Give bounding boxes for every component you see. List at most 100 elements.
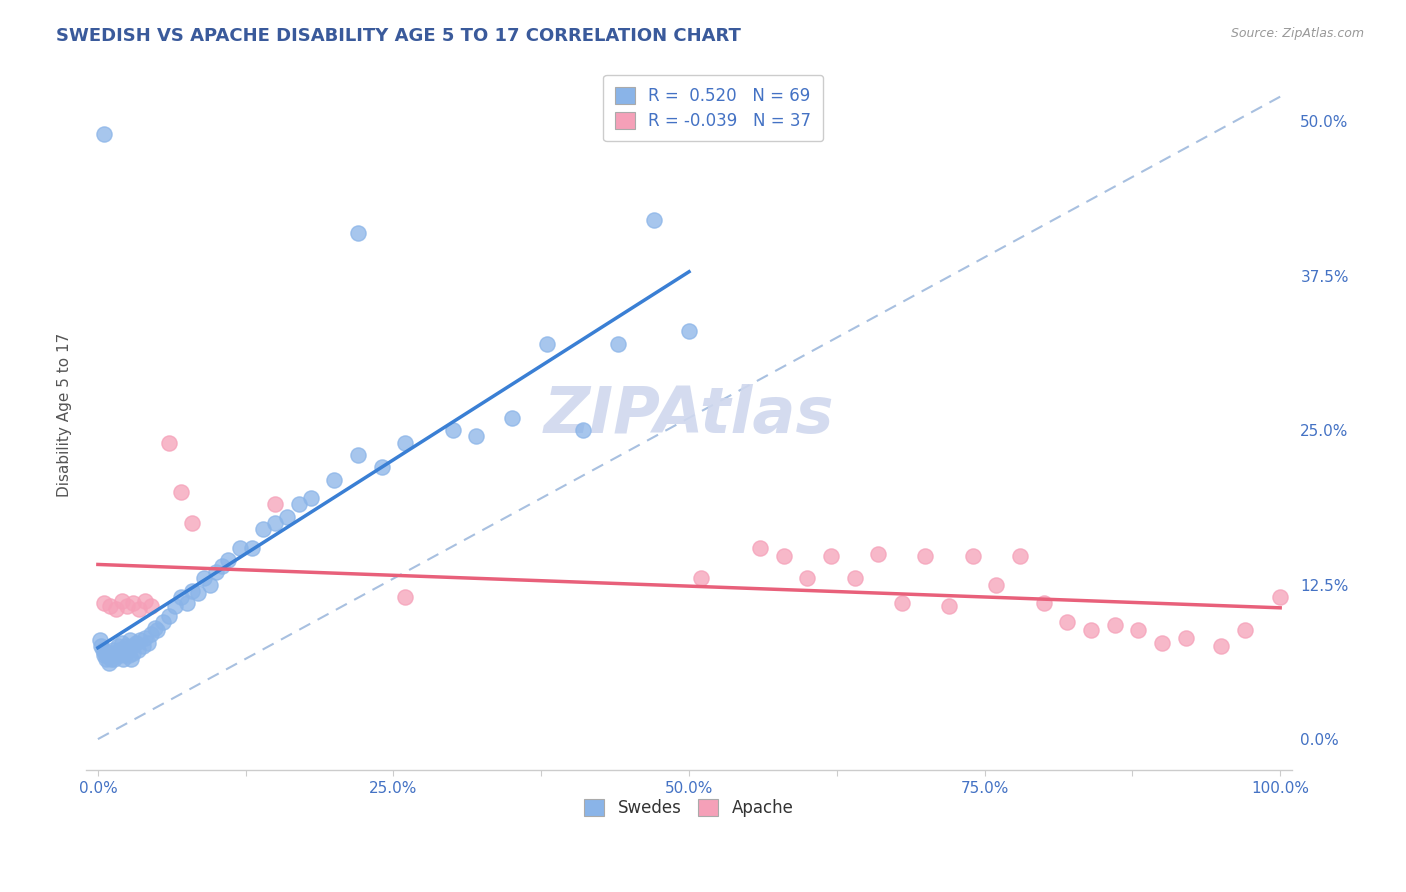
Point [103, 652, 125, 666]
Point [93, 596, 115, 610]
Point [1080, 624, 1102, 638]
Point [134, 631, 156, 645]
Point [127, 643, 149, 657]
Point [104, 602, 127, 616]
Point [122, 646, 145, 660]
Point [187, 586, 209, 600]
Point [136, 636, 159, 650]
Text: SWEDISH VS APACHE DISABILITY AGE 5 TO 17 CORRELATION CHART: SWEDISH VS APACHE DISABILITY AGE 5 TO 17… [56, 27, 741, 45]
Point [1150, 636, 1173, 650]
Point [169, 590, 191, 604]
Point [139, 599, 162, 613]
Point [1056, 615, 1078, 629]
Point [91, 643, 114, 657]
Point [107, 640, 129, 654]
Point [146, 624, 169, 638]
Point [689, 572, 711, 586]
Point [128, 602, 150, 616]
Point [299, 491, 322, 506]
Point [678, 325, 700, 339]
Point [111, 652, 134, 666]
Text: Source: ZipAtlas.com: Source: ZipAtlas.com [1230, 27, 1364, 40]
Point [120, 652, 142, 666]
Point [122, 596, 145, 610]
Point [536, 336, 558, 351]
Legend: Swedes, Apache: Swedes, Apache [576, 791, 801, 826]
Point [112, 646, 135, 660]
Point [96, 652, 118, 666]
Point [89, 633, 111, 648]
Point [323, 473, 346, 487]
Point [441, 423, 464, 437]
Point [276, 509, 298, 524]
Point [103, 643, 125, 657]
Point [90, 640, 112, 654]
Point [1174, 631, 1197, 645]
Point [97, 656, 120, 670]
Point [240, 541, 263, 555]
Point [938, 599, 960, 613]
Point [129, 633, 152, 648]
Point [1128, 624, 1150, 638]
Point [465, 429, 488, 443]
Point [643, 213, 665, 227]
Point [110, 636, 132, 650]
Point [181, 583, 204, 598]
Point [264, 516, 287, 530]
Point [370, 460, 392, 475]
Point [1010, 549, 1032, 564]
Point [347, 226, 370, 240]
Point [101, 648, 124, 662]
Point [93, 127, 115, 141]
Point [93, 648, 115, 662]
Point [94, 646, 117, 660]
Point [98, 646, 121, 660]
Point [288, 497, 311, 511]
Point [571, 423, 593, 437]
Point [844, 572, 866, 586]
Point [100, 652, 122, 666]
Point [607, 336, 630, 351]
Point [217, 553, 239, 567]
Point [1209, 640, 1232, 654]
Point [890, 596, 912, 610]
Point [118, 633, 141, 648]
Point [157, 608, 180, 623]
Point [121, 640, 143, 654]
Point [110, 648, 132, 662]
Point [169, 485, 191, 500]
Point [152, 615, 174, 629]
Point [229, 541, 252, 555]
Point [163, 599, 186, 613]
Point [962, 549, 984, 564]
Point [117, 599, 139, 613]
Point [105, 648, 128, 662]
Point [176, 596, 198, 610]
Point [394, 435, 416, 450]
Text: ZIPAtlas: ZIPAtlas [544, 384, 834, 446]
Point [134, 593, 156, 607]
Point [96, 648, 118, 662]
Point [1104, 618, 1126, 632]
Point [868, 547, 890, 561]
Point [143, 621, 166, 635]
Point [200, 577, 222, 591]
Point [110, 593, 132, 607]
Point [115, 640, 138, 654]
Point [108, 643, 131, 657]
Y-axis label: Disability Age 5 to 17: Disability Age 5 to 17 [58, 333, 72, 497]
Point [117, 643, 139, 657]
Point [264, 497, 287, 511]
Point [157, 435, 180, 450]
Point [820, 549, 842, 564]
Point [1270, 590, 1292, 604]
Point [347, 448, 370, 462]
Point [132, 640, 155, 654]
Point [193, 572, 215, 586]
Point [501, 410, 523, 425]
Point [394, 590, 416, 604]
Point [914, 549, 936, 564]
Point [98, 599, 121, 613]
Point [205, 566, 228, 580]
Point [114, 648, 136, 662]
